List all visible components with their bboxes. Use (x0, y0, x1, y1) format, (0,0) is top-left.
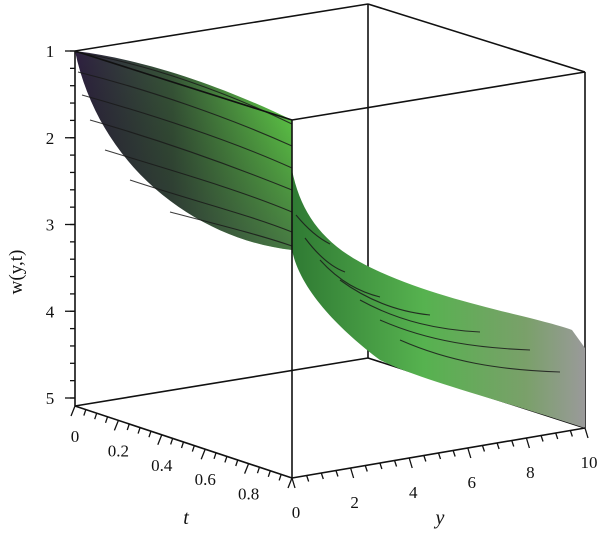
contour-line (77, 71, 293, 147)
contour-line (295, 214, 331, 245)
y-tick-major (408, 457, 413, 469)
y-tick-minor (335, 470, 339, 477)
t-tick-minor (126, 423, 130, 431)
contour-line (304, 237, 346, 273)
contour-line (359, 299, 481, 333)
z-tick-label: 5 (46, 389, 55, 408)
t-tick-minor (213, 452, 217, 460)
surface (75, 51, 585, 428)
t-tick-minor (278, 474, 282, 481)
contour-lines (74, 51, 561, 373)
t-tick-label: 0.8 (238, 485, 259, 504)
contour-line (104, 149, 293, 213)
box-edge-front-top-left (74, 50, 293, 121)
t-tick-minor (170, 438, 174, 445)
t-tick-minor (180, 441, 185, 449)
y-tick-minor (481, 445, 486, 452)
t-tick-label: 0 (71, 427, 80, 446)
y-tick-major (291, 477, 296, 489)
y-axis-title: y (434, 507, 445, 529)
surface-left-shade (75, 51, 292, 250)
box-edge-back-top-right (367, 3, 586, 73)
t-tick-major (157, 434, 163, 446)
y-tick-minor (393, 460, 398, 467)
contour-line (129, 179, 293, 233)
y-tick-minor (320, 472, 324, 480)
t-tick-major (243, 463, 250, 474)
z-tick-label: 2 (46, 129, 55, 148)
t-tick-major (113, 420, 120, 431)
y-tick-label: 10 (581, 453, 598, 472)
y-tick-minor (555, 432, 559, 440)
surface-right-patch (292, 170, 585, 428)
t-tick-major (70, 405, 76, 417)
t-tick-minor (235, 459, 239, 467)
z-tick-label: 1 (46, 42, 55, 61)
z-tick-label: 3 (46, 216, 55, 235)
box-edge-back-bottom-left (74, 357, 369, 407)
t-axis-title: t (183, 507, 189, 529)
box-edge-back-top (74, 3, 369, 52)
y-tick-minor (437, 452, 442, 460)
t-tick-minor (148, 430, 152, 438)
tick-marks (65, 50, 589, 489)
t-tick-minor (256, 466, 261, 474)
y-tick-minor (569, 430, 573, 437)
t-tick-label: 0.6 (195, 470, 216, 489)
t-tick-minor (137, 427, 141, 434)
z-tick-label: 4 (46, 302, 55, 321)
y-tick-minor (423, 455, 427, 462)
contour-line (319, 259, 381, 298)
contour-line (81, 94, 293, 169)
y-tick-label: 0 (292, 503, 301, 522)
y-tick-minor (511, 440, 515, 447)
contour-line (89, 119, 293, 191)
t-tick-minor (191, 445, 195, 452)
y-tick-minor (364, 465, 368, 472)
t-tick-minor (224, 456, 228, 463)
y-tick-minor (496, 442, 500, 450)
contour-line (379, 319, 531, 351)
y-tick-major (349, 467, 355, 479)
y-tick-minor (540, 435, 544, 442)
contour-line (399, 339, 561, 373)
y-tick-minor (452, 450, 456, 457)
t-tick-label: 0.4 (151, 456, 173, 475)
y-tick-minor (306, 475, 310, 482)
t-tick-minor (104, 416, 109, 424)
t-tick-minor (267, 470, 271, 478)
contour-line (169, 211, 293, 247)
y-tick-major (467, 447, 472, 459)
t-tick-label: 0.2 (108, 441, 129, 460)
t-tick-minor (83, 409, 87, 416)
y-tick-major (584, 427, 589, 439)
box-edge-front-top-right (291, 71, 586, 121)
t-tick-major (287, 477, 293, 489)
contour-line (339, 279, 431, 316)
t-tick-major (200, 448, 206, 460)
y-tick-label: 2 (350, 493, 359, 512)
y-tick-major (525, 437, 531, 449)
y-tick-label: 6 (468, 473, 477, 492)
t-tick-minor (94, 412, 98, 420)
y-tick-minor (379, 462, 383, 470)
z-axis-title: w(y,t) (6, 250, 27, 295)
y-tick-label: 8 (526, 463, 535, 482)
y-tick-label: 4 (409, 483, 418, 502)
